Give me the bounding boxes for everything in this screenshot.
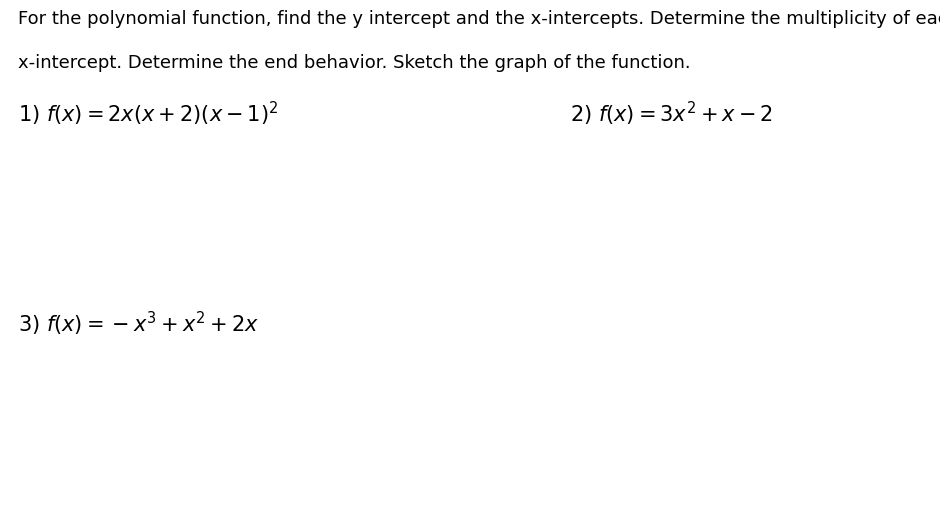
Text: For the polynomial function, find the y intercept and the x-intercepts. Determin: For the polynomial function, find the y …	[18, 10, 940, 28]
Text: x-intercept. Determine the end behavior. Sketch the graph of the function.: x-intercept. Determine the end behavior.…	[18, 54, 691, 72]
Text: 2) $f(x) = 3x^2 + x - 2$: 2) $f(x) = 3x^2 + x - 2$	[570, 100, 773, 128]
Text: 1) $f(x) = 2x(x + 2)(x - 1)^2$: 1) $f(x) = 2x(x + 2)(x - 1)^2$	[18, 100, 278, 128]
Text: 3) $f(x) = -x^3 + x^2 + 2x$: 3) $f(x) = -x^3 + x^2 + 2x$	[18, 310, 258, 338]
